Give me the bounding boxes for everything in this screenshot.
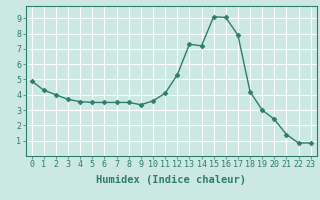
X-axis label: Humidex (Indice chaleur): Humidex (Indice chaleur) [96, 175, 246, 185]
